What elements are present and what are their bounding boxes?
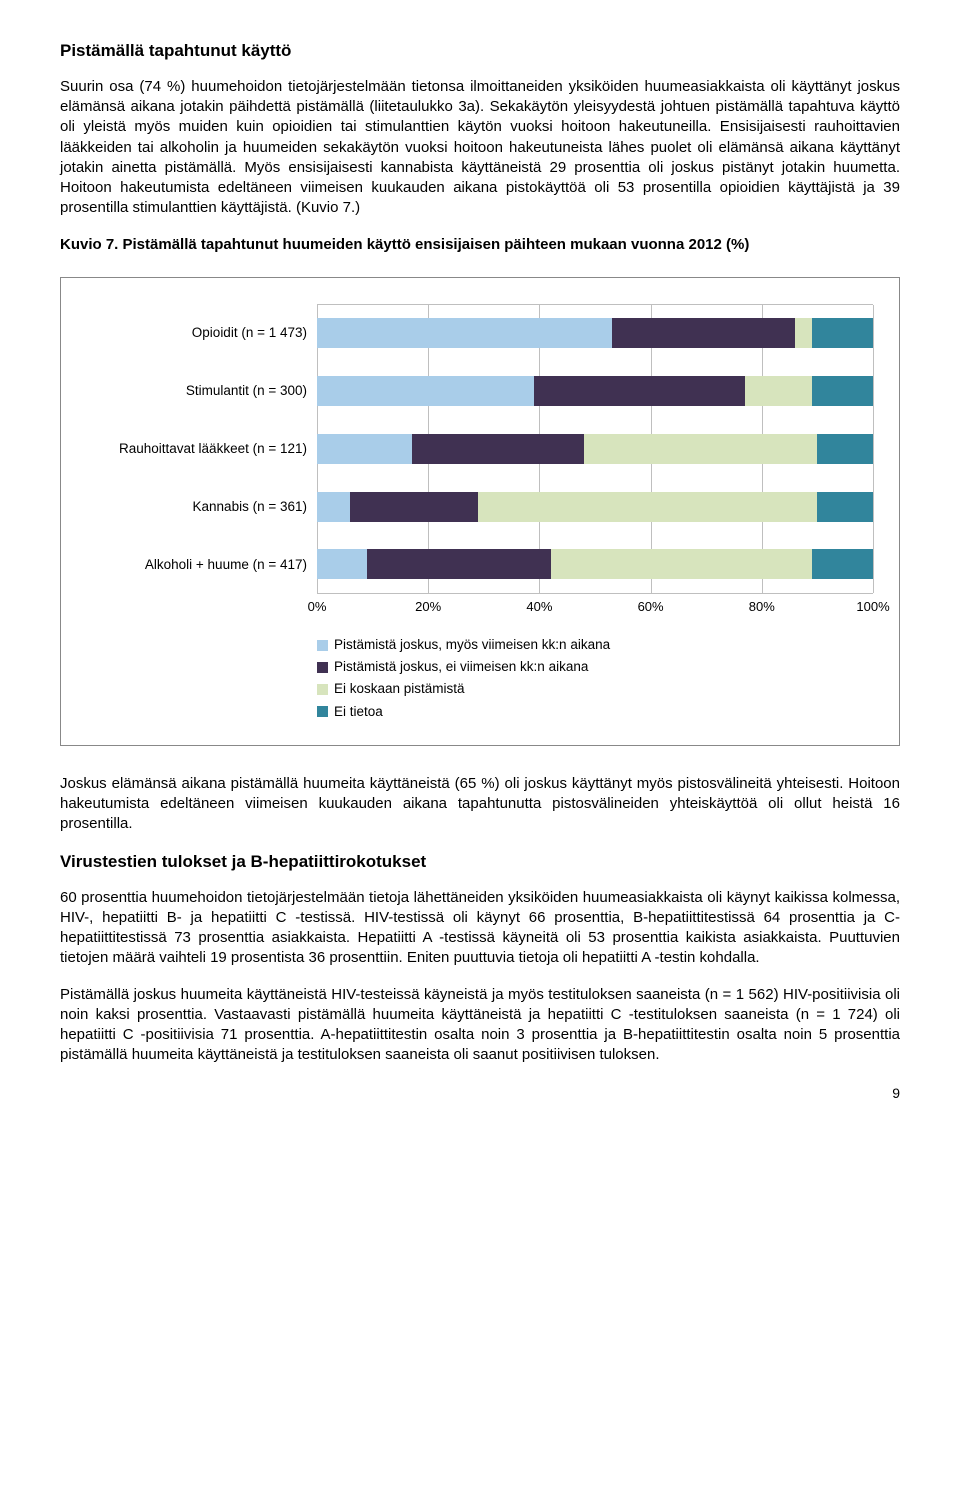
after-chart-para: Joskus elämänsä aikana pistämällä huumei… (60, 774, 900, 835)
stacked-bar (317, 492, 873, 522)
plot-cell (317, 420, 873, 478)
legend-label: Ei koskaan pistämistä (334, 680, 465, 698)
bar-segment (817, 434, 873, 464)
chart-plot-area: Opioidit (n = 1 473) Stimulantit (n = 300… (87, 304, 873, 594)
bar-segment (317, 549, 367, 579)
x-tick: 60% (638, 598, 664, 616)
bar-segment (745, 376, 812, 406)
bar-segment (317, 434, 412, 464)
bar-segment (367, 549, 550, 579)
chart-row: Opioidit (n = 1 473) (87, 304, 873, 362)
section2-para1: 60 prosenttia huumehoidon tietojärjestel… (60, 888, 900, 969)
bar-segment (350, 492, 478, 522)
bar-segment (812, 376, 873, 406)
stacked-bar (317, 549, 873, 579)
chart-row: Rauhoittavat lääkkeet (n = 121) (87, 420, 873, 478)
stacked-bar (317, 376, 873, 406)
bar-segment (317, 376, 534, 406)
legend-item: Ei koskaan pistämistä (317, 680, 873, 698)
legend-item: Pistämistä joskus, ei viimeisen kk:n aik… (317, 658, 873, 676)
category-label: Opioidit (n = 1 473) (87, 324, 317, 342)
stacked-bar (317, 318, 873, 348)
bar-segment (317, 492, 350, 522)
category-label: Kannabis (n = 361) (87, 498, 317, 516)
chart-container: Opioidit (n = 1 473) Stimulantit (n = 300… (60, 277, 900, 746)
chart-row: Alkoholi + huume (n = 417) (87, 536, 873, 594)
legend-swatch (317, 662, 328, 673)
chart-title: Kuvio 7. Pistämällä tapahtunut huumeiden… (60, 235, 900, 255)
bar-segment (795, 318, 812, 348)
page-number: 9 (60, 1084, 900, 1103)
legend-item: Pistämistä joskus, myös viimeisen kk:n a… (317, 636, 873, 654)
chart-row: Kannabis (n = 361) (87, 478, 873, 536)
legend-swatch (317, 640, 328, 651)
legend-label: Ei tietoa (334, 703, 383, 721)
section1-para1: Suurin osa (74 %) huumehoidon tietojärje… (60, 77, 900, 219)
section1-title: Pistämällä tapahtunut käyttö (60, 40, 900, 63)
bar-segment (551, 549, 812, 579)
legend-swatch (317, 684, 328, 695)
bar-segment (612, 318, 795, 348)
category-label: Stimulantit (n = 300) (87, 382, 317, 400)
bar-segment (534, 376, 745, 406)
section2-title: Virustestien tulokset ja B-hepatiittirok… (60, 851, 900, 874)
category-label: Alkoholi + huume (n = 417) (87, 556, 317, 574)
bar-segment (584, 434, 818, 464)
legend-item: Ei tietoa (317, 703, 873, 721)
legend-swatch (317, 706, 328, 717)
bar-segment (812, 549, 873, 579)
plot-cell (317, 362, 873, 420)
category-label: Rauhoittavat lääkkeet (n = 121) (87, 440, 317, 458)
bar-segment (812, 318, 873, 348)
plot-cell (317, 304, 873, 362)
x-tick: 80% (749, 598, 775, 616)
legend-label: Pistämistä joskus, ei viimeisen kk:n aik… (334, 658, 588, 676)
section2-para2: Pistämällä joskus huumeita käyttäneistä … (60, 985, 900, 1066)
stacked-bar (317, 434, 873, 464)
bar-segment (412, 434, 584, 464)
bar-segment (817, 492, 873, 522)
bar-segment (478, 492, 817, 522)
x-axis: 0%20%40%60%80%100% (317, 596, 873, 620)
x-tick: 20% (415, 598, 441, 616)
plot-cell (317, 478, 873, 536)
x-tick: 40% (526, 598, 552, 616)
bar-segment (317, 318, 612, 348)
x-tick: 0% (308, 598, 327, 616)
plot-cell (317, 536, 873, 594)
chart-legend: Pistämistä joskus, myös viimeisen kk:n a… (317, 636, 873, 721)
legend-label: Pistämistä joskus, myös viimeisen kk:n a… (334, 636, 610, 654)
chart-row: Stimulantit (n = 300) (87, 362, 873, 420)
x-tick: 100% (856, 598, 889, 616)
